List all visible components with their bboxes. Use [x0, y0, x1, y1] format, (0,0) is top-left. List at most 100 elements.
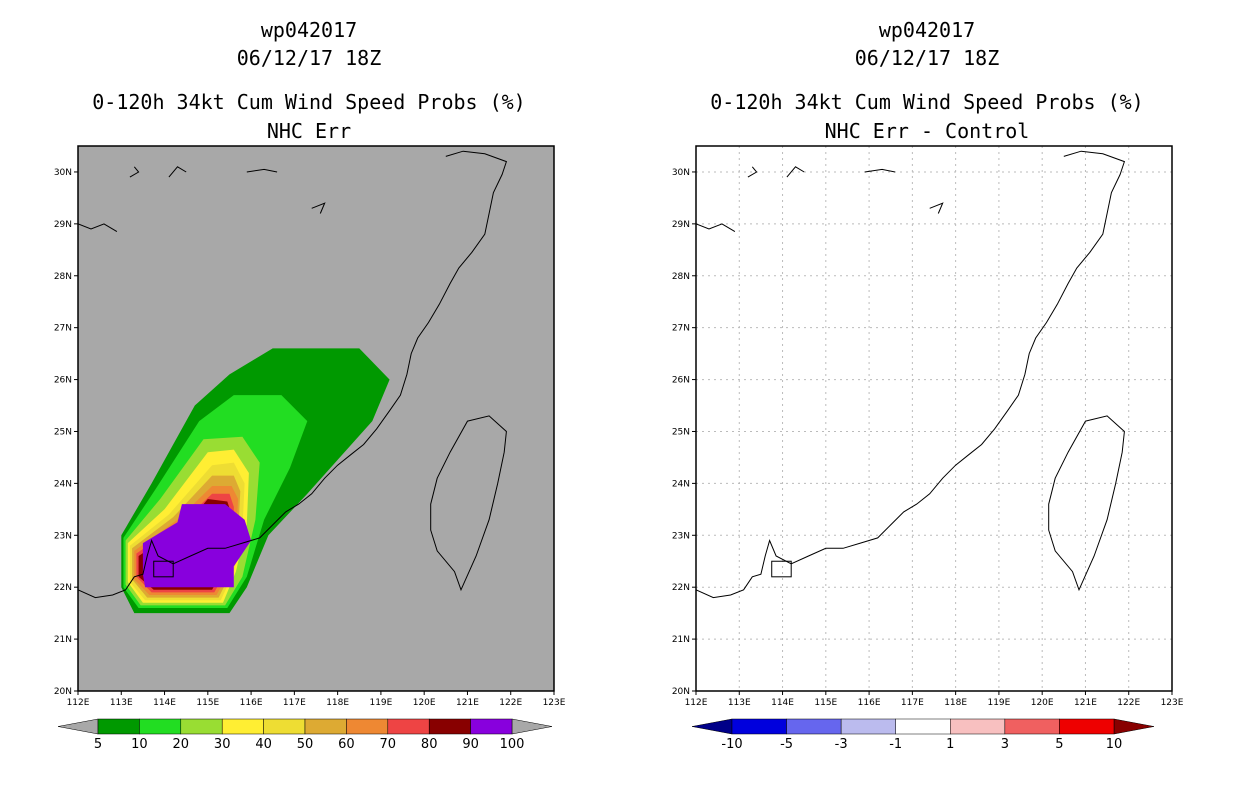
probability-map: 112E 113E 114E 115E 116E 117E 118E 119E 120E 121E… — [54, 145, 566, 752]
colorbar-swatch — [786, 718, 842, 735]
colorbar-swatch — [470, 718, 513, 735]
hong-kong-box — [153, 560, 174, 578]
colorbar-swatch — [731, 718, 787, 735]
colorbar-under-arrow — [691, 718, 733, 735]
x-tick-label: 118E — [944, 698, 967, 708]
lake-outline — [864, 168, 896, 173]
lake-outline — [168, 166, 187, 178]
product-title: 0-120h 34kt Cum Wind Speed Probs (%) — [710, 90, 1144, 114]
colorbar-over-arrow — [511, 718, 553, 735]
y-tick-label: 21N — [672, 635, 690, 645]
colorbar-swatch — [97, 718, 140, 735]
colorbar-under-arrow — [57, 718, 99, 735]
x-tick-label: 117E — [283, 698, 306, 708]
y-tick-label: 24N — [54, 479, 72, 489]
y-tick-label: 27N — [54, 324, 72, 334]
colorbar-label: 100 — [500, 737, 525, 752]
y-tick-label: 30N — [54, 168, 72, 178]
colorbar-label: -5 — [780, 737, 793, 752]
colorbar-label: 80 — [421, 737, 438, 752]
datetime: 06/12/17 18Z — [854, 46, 1000, 70]
x-tick-label: 113E — [110, 698, 133, 708]
coastline — [696, 150, 1126, 599]
x-tick-label: 119E — [987, 698, 1010, 708]
coastline — [78, 150, 508, 599]
lake-outline — [929, 202, 944, 214]
x-tick-label: 116E — [240, 698, 263, 708]
coastline-west — [696, 223, 736, 233]
x-tick-label: 119E — [369, 698, 392, 708]
coastline-west — [78, 223, 118, 233]
right-panel: wp042017 06/12/17 18Z 0-120h 34kt Cum Wi… — [618, 0, 1236, 800]
x-tick-label: 114E — [153, 698, 176, 708]
y-tick-label: 25N — [672, 427, 690, 437]
y-tick-label: 29N — [672, 220, 690, 230]
lake-outline — [311, 202, 326, 214]
colorbar-swatch — [263, 718, 306, 735]
product-title: 0-120h 34kt Cum Wind Speed Probs (%) — [92, 90, 526, 114]
map-content — [78, 150, 508, 614]
colorbar-swatch — [428, 718, 471, 735]
left-panel: wp042017 06/12/17 18Z 0-120h 34kt Cum Wi… — [54, 18, 566, 752]
colorbar-label: 90 — [462, 737, 479, 752]
x-tick-label: 114E — [771, 698, 794, 708]
x-tick-label: 112E — [67, 698, 90, 708]
lake-outline — [129, 166, 140, 178]
panel-subtitle: NHC Err - Control — [824, 119, 1030, 143]
colorbar-swatch — [1004, 718, 1060, 735]
taiwan-coastline — [1048, 415, 1125, 592]
x-tick-label: 121E — [456, 698, 479, 708]
x-tick-label: 123E — [1161, 698, 1184, 708]
x-tick-label: 120E — [413, 698, 436, 708]
taiwan-coastline — [430, 415, 507, 592]
y-tick-label: 22N — [672, 583, 690, 593]
colorbar-label: -3 — [835, 737, 848, 752]
colorbar-label: 5 — [94, 737, 102, 752]
colorbar-label: 60 — [338, 737, 355, 752]
y-tick-label: 28N — [54, 272, 72, 282]
y-tick-label: 30N — [672, 168, 690, 178]
colorbar-label: 30 — [214, 737, 231, 752]
colorbar-swatch — [895, 718, 951, 735]
x-tick-label: 112E — [685, 698, 708, 708]
x-tick-label: 122E — [499, 698, 522, 708]
x-tick-label: 121E — [1074, 698, 1097, 708]
storm-id: wp042017 — [878, 18, 976, 42]
colorbar-swatch — [180, 718, 223, 735]
y-tick-label: 20N — [672, 687, 690, 697]
panel-subtitle: NHC Err — [266, 119, 352, 143]
colorbar-label: -10 — [721, 737, 742, 752]
y-tick-label: 23N — [672, 531, 690, 541]
map-frame — [695, 145, 1173, 692]
colorbar-swatch — [346, 718, 389, 735]
colorbar-over-arrow — [1113, 718, 1155, 735]
datetime: 06/12/17 18Z — [236, 46, 382, 70]
x-tick-label: 123E — [543, 698, 566, 708]
colorbar-swatch — [950, 718, 1006, 735]
x-tick-label: 115E — [196, 698, 219, 708]
colorbar-label: 1 — [946, 737, 954, 752]
colorbar-swatch — [387, 718, 430, 735]
colorbar-label: 10 — [1106, 737, 1123, 752]
y-tick-label: 29N — [54, 220, 72, 230]
x-tick-label: 120E — [1031, 698, 1054, 708]
y-tick-label: 24N — [672, 479, 690, 489]
colorbar-label: 50 — [297, 737, 314, 752]
prob-contour-90 — [142, 504, 252, 588]
difference-map: 112E 113E 114E 115E 116E 117E 118E 119E 120E 121E… — [672, 145, 1184, 752]
y-tick-label: 26N — [672, 376, 690, 386]
colorbar-swatch — [139, 718, 182, 735]
map-background — [696, 146, 1172, 691]
y-tick-label: 28N — [672, 272, 690, 282]
x-tick-label: 115E — [814, 698, 837, 708]
colorbar-swatch — [221, 718, 264, 735]
colorbar-label: 5 — [1055, 737, 1063, 752]
x-tick-label: 117E — [901, 698, 924, 708]
y-tick-label: 21N — [54, 635, 72, 645]
x-tick-label: 113E — [728, 698, 751, 708]
map-frame — [77, 145, 555, 692]
lake-outline — [246, 168, 278, 173]
y-tick-label: 27N — [672, 324, 690, 334]
x-tick-label: 122E — [1117, 698, 1140, 708]
colorbar-label: 70 — [380, 737, 397, 752]
